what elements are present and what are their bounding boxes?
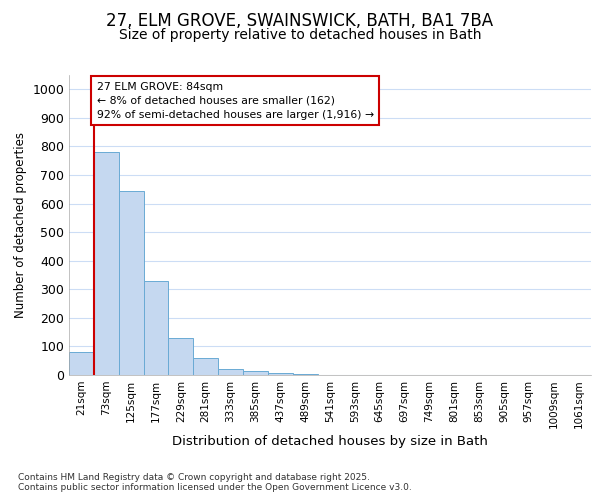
Bar <box>69 352 94 375</box>
Bar <box>94 152 119 375</box>
Bar <box>119 190 143 375</box>
Bar <box>293 374 317 375</box>
Text: 27 ELM GROVE: 84sqm
← 8% of detached houses are smaller (162)
92% of semi-detach: 27 ELM GROVE: 84sqm ← 8% of detached hou… <box>97 82 374 120</box>
Y-axis label: Number of detached properties: Number of detached properties <box>14 132 27 318</box>
Bar <box>243 370 268 375</box>
Bar <box>193 358 218 375</box>
Bar <box>169 338 193 375</box>
Text: Size of property relative to detached houses in Bath: Size of property relative to detached ho… <box>119 28 481 42</box>
Bar <box>268 372 293 375</box>
X-axis label: Distribution of detached houses by size in Bath: Distribution of detached houses by size … <box>172 436 488 448</box>
Text: 27, ELM GROVE, SWAINSWICK, BATH, BA1 7BA: 27, ELM GROVE, SWAINSWICK, BATH, BA1 7BA <box>106 12 494 30</box>
Bar <box>143 280 169 375</box>
Text: Contains HM Land Registry data © Crown copyright and database right 2025.
Contai: Contains HM Land Registry data © Crown c… <box>18 473 412 492</box>
Bar <box>218 368 243 375</box>
